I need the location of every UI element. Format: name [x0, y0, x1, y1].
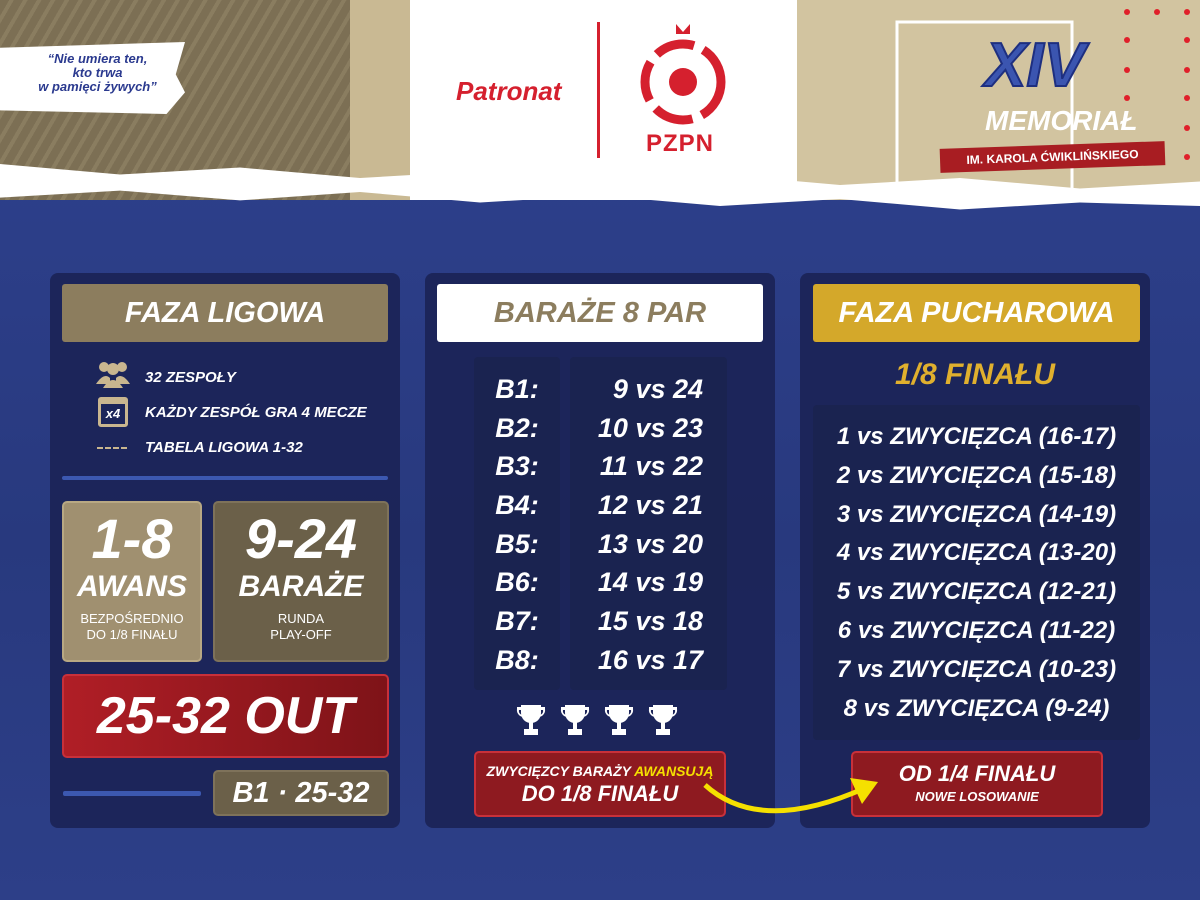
pair-match: 11 vs 22: [599, 451, 703, 482]
cup-note-line1: OD 1/4 FINAŁU: [898, 761, 1056, 786]
cup-match-row: 1 vs ZWYCIĘZCA (16-17): [836, 423, 1117, 450]
quote-line: “Nie umiera ten,: [47, 51, 148, 66]
cup-match-row: 7 vs ZWYCIĘZCA (10-23): [836, 655, 1117, 683]
separator: [62, 476, 388, 480]
advance-label: AWANS: [76, 570, 187, 603]
advance-range: 1-8: [91, 507, 173, 570]
note-text: ZWYCIĘZCY BARAŻY: [486, 763, 635, 779]
cup-note: OD 1/4 FINAŁU NOWE LOSOWANIE: [851, 751, 1103, 817]
memorial-number: XIV: [984, 30, 1086, 101]
cup-match-row: 4 vs ZWYCIĘZCA (13-20): [836, 539, 1117, 567]
playoffs-title: BARAŻE 8 PAR: [437, 284, 763, 342]
cup-match-row: 2 vs ZWYCIĘZCA (15-18): [836, 461, 1117, 489]
cup-match-row: 6 vs ZWYCIĘZCA (11-22): [837, 616, 1116, 644]
cup-round: 1/8 FINAŁU: [894, 358, 1056, 391]
calendar-icon-text: x4: [105, 406, 121, 421]
feature-teams: 32 ZESPOŁY: [145, 369, 236, 386]
pair-row: B3: 11 vs 22: [474, 447, 727, 486]
cup-match-row: 3 vs ZWYCIĘZCA (14-19): [836, 500, 1117, 528]
pair-id: B7:: [495, 606, 539, 637]
advance-sub: BEZPOŚREDNIO: [80, 611, 184, 626]
calendar-x4-icon: x4: [98, 397, 128, 427]
league-phase-title: FAZA LIGOWA: [62, 284, 388, 342]
pair-id: B4:: [495, 490, 539, 521]
pair-id: B1:: [495, 374, 539, 404]
memorial-title: MEMORIAŁ: [985, 105, 1138, 136]
trophy-icon: [560, 705, 590, 735]
pzpn-eagle-logo: [640, 24, 726, 125]
pair-id: B8:: [495, 644, 539, 675]
playoff-range: 9-24: [244, 507, 358, 570]
playoff-sub: RUNDA: [277, 611, 325, 626]
pair-row: B4: 12 vs 21: [474, 486, 727, 525]
note-line2: DO 1/8 FINAŁU: [521, 781, 679, 806]
pair-match: 9 vs 24: [612, 374, 703, 404]
playoff-note: ZWYCIĘZCY BARAŻY AWANSUJĄ DO 1/8 FINAŁU: [474, 751, 726, 817]
cup-matches-list: 1 vs ZWYCIĘZCA (16-17) 2 vs ZWYCIĘZCA (15…: [813, 418, 1140, 728]
pair-row: B2: 10 vs 23: [474, 409, 727, 448]
quote-line: kto trwa: [72, 65, 123, 80]
playoff-label: BARAŻE: [238, 570, 364, 603]
pair-match: 12 vs 21: [597, 490, 703, 521]
pair-match: 15 vs 18: [597, 606, 703, 637]
dashed-line-icon: [97, 447, 127, 449]
playoff-sub: PLAY-OFF: [270, 627, 332, 642]
divider: [597, 22, 600, 158]
feature-matches: KAŻDY ZESPÓŁ GRA 4 MECZE: [145, 404, 367, 421]
patronat-label: Patronat: [456, 76, 562, 106]
pairs-list: B1: 9 vs 24 B2: 10 vs 23 B3: 11 vs 22 B4: 12 vs…: [474, 370, 727, 680]
playoff-box: 9-24 BARAŻE RUNDA PLAY-OFF: [213, 501, 389, 662]
pair-id: B3:: [495, 451, 539, 482]
note-highlight: AWANSUJĄ: [634, 763, 714, 779]
pair-row: B5: 13 vs 20: [474, 525, 727, 564]
cup-match-row: 8 vs ZWYCIĘZCA (9-24): [843, 694, 1110, 722]
quote-line: w pamięci żywych”: [38, 79, 157, 94]
pair-row: B1: 9 vs 24: [474, 370, 727, 409]
pair-id: B2:: [495, 412, 539, 443]
pair-match: 10 vs 23: [597, 412, 703, 443]
pair-row: B7: 15 vs 18: [474, 602, 727, 641]
pair-match: 13 vs 20: [597, 528, 703, 559]
pair-id: B5:: [495, 528, 539, 559]
advance-sub: DO 1/8 FINAŁU: [86, 627, 178, 642]
pair-row: B6: 14 vs 19: [474, 563, 727, 602]
people-icon: [96, 362, 130, 388]
cup-phase-title: FAZA PUCHAROWA: [813, 284, 1140, 342]
cup-match-row: 5 vs ZWYCIĘZCA (12-21): [836, 578, 1117, 606]
trophy-icon: [516, 705, 546, 735]
feature-table: TABELA LIGOWA 1-32: [145, 439, 303, 456]
separator: [63, 791, 201, 796]
pzpn-text: PZPN: [646, 130, 715, 157]
trophy-icon: [604, 705, 634, 735]
pair-match-column: [570, 357, 727, 690]
trophy-icon: [648, 705, 678, 735]
header-center-band: [410, 0, 797, 200]
cup-matches-box: [813, 405, 1140, 740]
arrow-icon: [703, 778, 878, 814]
pair-id-column: [474, 357, 560, 690]
b1-label: B1 · 25-32: [213, 770, 389, 816]
out-box: 25-32 OUT: [62, 674, 389, 758]
pair-id: B6:: [495, 567, 539, 598]
trophies: [515, 703, 679, 737]
pair-match: 16 vs 17: [597, 644, 703, 675]
memorial-quote: “Nie umiera ten, kto trwa w pamięci żywy…: [0, 42, 185, 114]
advance-box: 1-8 AWANS BEZPOŚREDNIO DO 1/8 FINAŁU: [62, 501, 202, 662]
cup-note-line2: NOWE LOSOWANIE: [915, 789, 1039, 804]
pair-match: 14 vs 19: [597, 567, 703, 598]
pair-row: B8: 16 vs 17: [474, 641, 727, 680]
